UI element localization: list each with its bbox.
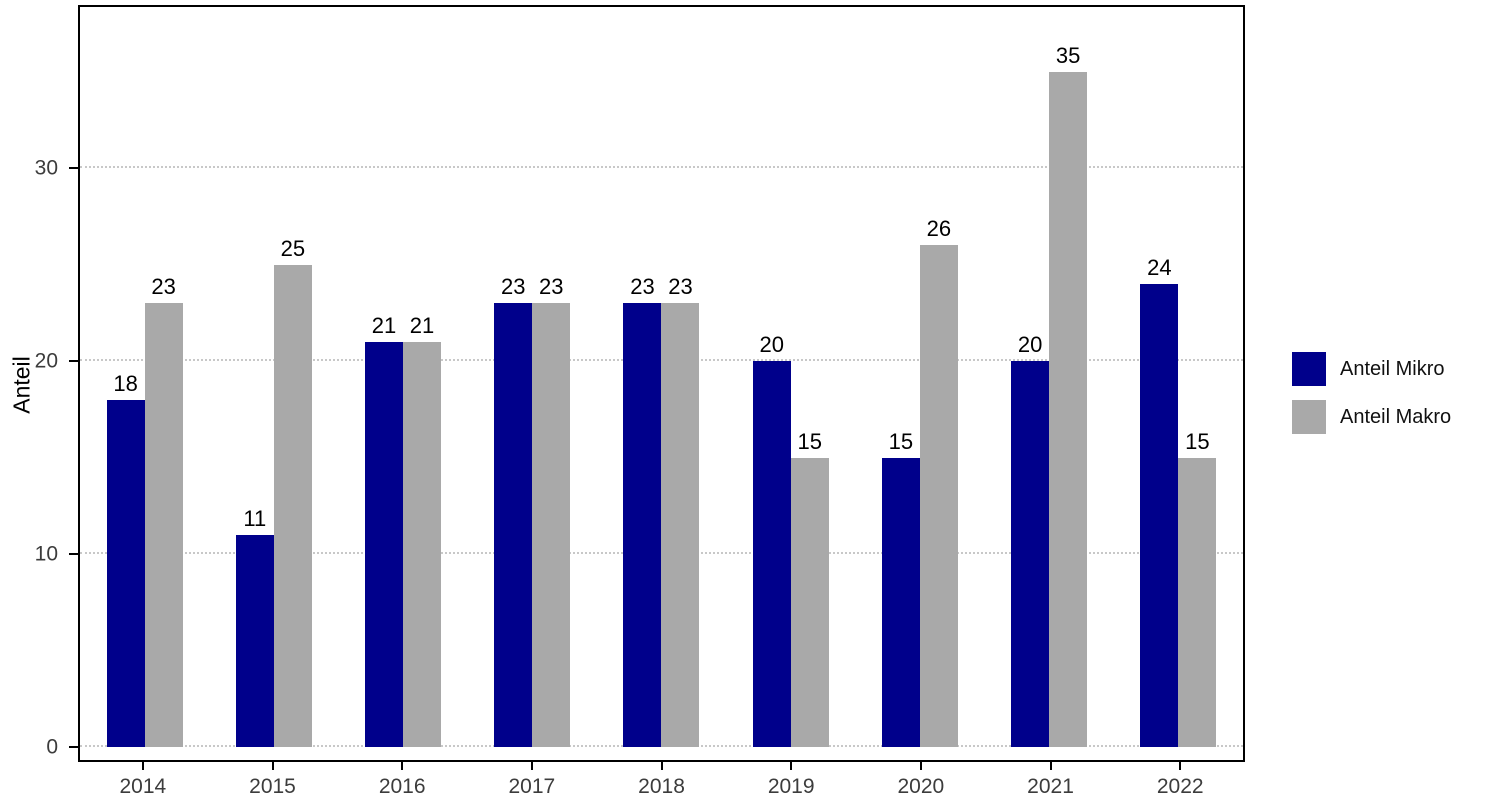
bar-value-label: 23 — [151, 274, 176, 300]
legend-swatch-mikro — [1292, 352, 1326, 386]
bar-group-2020: 15 26 — [855, 7, 984, 747]
bar-group-2022: 24 15 — [1114, 7, 1243, 747]
y-tick-label-20: 20 — [34, 349, 58, 373]
bar-value-label: 15 — [888, 428, 914, 454]
legend-swatch-makro — [1292, 400, 1326, 434]
bar-anteil-makro-2017: 23 — [532, 276, 571, 747]
bar-value-label: 18 — [113, 370, 138, 396]
y-tick-mark-10 — [69, 553, 78, 555]
y-axis: 0 10 20 30 — [0, 5, 78, 762]
bar-value-label: 15 — [1185, 428, 1210, 454]
legend-label-makro: Anteil Makro — [1340, 406, 1452, 428]
bar-value-label: 23 — [630, 274, 655, 300]
bar-anteil-mikro-2017: 23 — [494, 276, 533, 747]
x-slot-2022: 2022 — [1115, 762, 1245, 804]
x-tick-label-2016: 2016 — [378, 775, 426, 798]
x-tick-mark-2014 — [141, 762, 144, 770]
x-slot-2020: 2020 — [856, 762, 986, 804]
y-tick-label-10: 10 — [34, 542, 58, 566]
bar-value-label: 15 — [797, 428, 822, 454]
bar-anteil-makro-2016: 21 — [403, 314, 442, 747]
bar-anteil-mikro-2022: 24 — [1140, 256, 1179, 747]
y-tick-label-0: 0 — [46, 735, 58, 759]
bar-value-label: 11 — [243, 505, 267, 531]
bar-group-2015: 11 25 — [209, 7, 338, 747]
x-slot-2015: 2015 — [208, 762, 338, 804]
x-tick-mark-2022 — [1179, 762, 1182, 770]
bar-value-label: 20 — [1017, 332, 1043, 357]
bar-value-label: 26 — [926, 216, 952, 242]
x-slot-2016: 2016 — [337, 762, 467, 804]
bar-anteil-makro-2022: 15 — [1178, 430, 1217, 747]
bar-value-label: 21 — [371, 312, 397, 338]
bar-group-2018: 23 23 — [597, 7, 726, 747]
x-tick-mark-2018 — [660, 762, 663, 770]
bar-anteil-mikro-2021: 20 — [1011, 334, 1050, 747]
bar-anteil-mikro-2019: 20 — [752, 334, 791, 747]
x-tick-label-2020: 2020 — [897, 775, 945, 798]
bar-group-2021: 20 35 — [985, 7, 1114, 747]
bar-value-label: 25 — [280, 235, 306, 261]
x-tick-mark-2015 — [271, 762, 274, 770]
bar-value-label: 23 — [539, 274, 564, 300]
y-tick-mark-20 — [69, 360, 78, 362]
gridline-y-30 — [80, 166, 1243, 168]
x-tick-mark-2016 — [401, 762, 404, 770]
bar-anteil-mikro-2018: 23 — [623, 276, 662, 747]
bar-anteil-makro-2021: 35 — [1049, 44, 1088, 747]
x-slot-2017: 2017 — [467, 762, 597, 804]
x-tick-label-2021: 2021 — [1027, 775, 1074, 798]
y-tick-label-30: 30 — [34, 156, 58, 180]
x-slot-2021: 2021 — [986, 762, 1116, 804]
x-tick-label-2019: 2019 — [767, 775, 815, 798]
x-tick-label-2022: 2022 — [1156, 775, 1204, 798]
x-tick-label-2014: 2014 — [119, 775, 167, 798]
bars-layer: 18 23 11 25 21 21 23 23 23 23 20 15 15 26 20 35 24 15 — [80, 7, 1243, 747]
x-tick-label-2017: 2017 — [508, 775, 556, 798]
x-slot-2014: 2014 — [78, 762, 208, 804]
legend-label-mikro: Anteil Mikro — [1340, 358, 1445, 380]
x-tick-mark-2019 — [790, 762, 793, 770]
bar-value-label: 23 — [501, 274, 526, 300]
bar-anteil-mikro-2020: 15 — [881, 430, 920, 747]
y-tick-mark-30 — [69, 167, 78, 169]
bar-value-label: 24 — [1147, 254, 1172, 280]
bar-group-2019: 20 15 — [726, 7, 855, 747]
x-slot-2018: 2018 — [597, 762, 727, 804]
legend-item-mikro: Anteil Mikro — [1292, 352, 1451, 386]
bar-value-label: 20 — [759, 332, 784, 357]
bar-anteil-makro-2018: 23 — [661, 276, 700, 747]
x-tick-label-2015: 2015 — [249, 775, 296, 798]
x-tick-label-2018: 2018 — [638, 775, 685, 798]
bar-anteil-mikro-2016: 21 — [365, 314, 404, 747]
legend: Anteil Mikro Anteil Makro — [1292, 352, 1451, 434]
legend-item-makro: Anteil Makro — [1292, 400, 1451, 434]
bar-group-2017: 23 23 — [468, 7, 597, 747]
bar-value-label: 35 — [1055, 42, 1081, 68]
x-tick-mark-2021 — [1049, 762, 1052, 770]
x-axis: 2014 2015 2016 2017 2018 2019 2020 2021 2022 — [78, 762, 1245, 804]
bar-group-2016: 21 21 — [338, 7, 467, 747]
bar-value-label: 21 — [409, 312, 435, 338]
bar-anteil-makro-2019: 15 — [790, 430, 829, 747]
bar-group-2014: 18 23 — [80, 7, 209, 747]
bar-anteil-mikro-2015: 11 — [235, 507, 274, 747]
x-tick-mark-2020 — [919, 762, 922, 770]
x-tick-mark-2017 — [530, 762, 533, 770]
bar-value-label: 23 — [668, 274, 693, 300]
x-slot-2019: 2019 — [726, 762, 856, 804]
y-tick-mark-0 — [69, 746, 78, 748]
bar-anteil-makro-2014: 23 — [144, 276, 183, 747]
bar-anteil-makro-2020: 26 — [919, 218, 958, 747]
bar-anteil-makro-2015: 25 — [273, 237, 312, 747]
bar-anteil-mikro-2014: 18 — [106, 372, 145, 747]
plot-panel: 18 23 11 25 21 21 23 23 23 23 20 15 15 26 20 35 24 15 — [78, 5, 1245, 762]
